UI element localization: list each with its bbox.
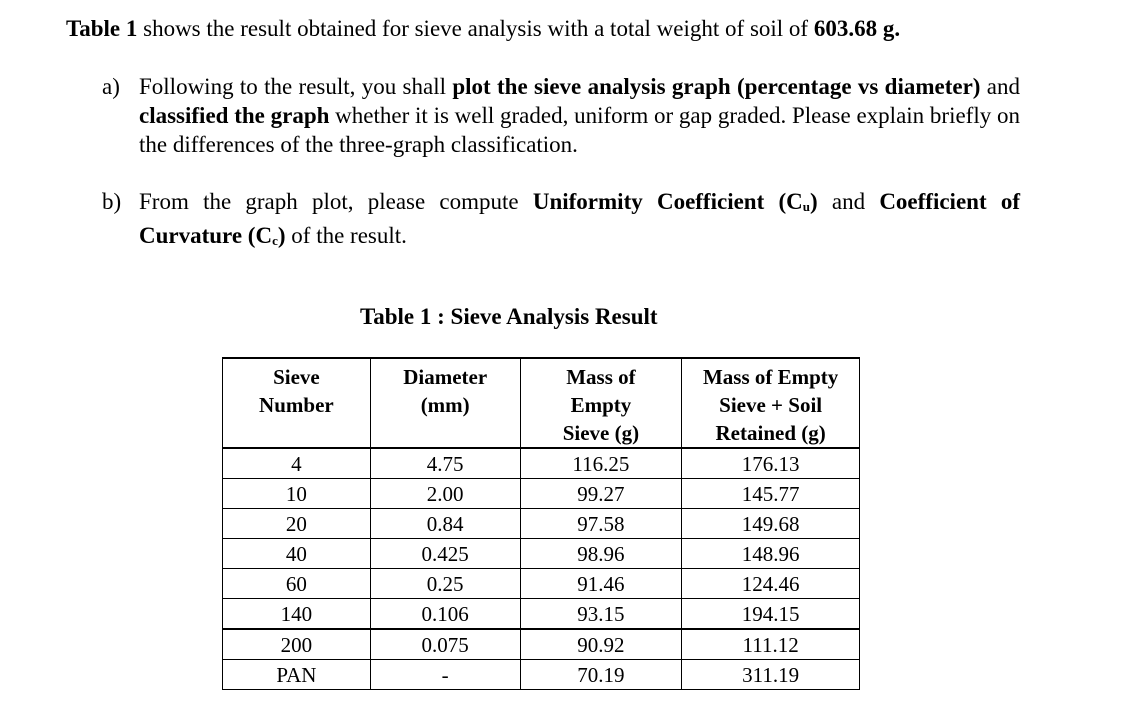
cell-sieve-number: 4: [222, 447, 371, 479]
table-header-row: Sieve Number Diameter (mm) Mass of Empty Sie…: [222, 357, 860, 449]
text-run: whether it is well graded, uniform or ga…: [139, 103, 1020, 157]
table-row: 10 2.00 99.27 145.77: [222, 478, 860, 509]
intro-text: shows the result obtained for sieve anal…: [137, 16, 814, 41]
cell-mass-empty: 98.96: [519, 538, 683, 569]
cell-sieve-number: PAN: [222, 659, 371, 690]
bold-run: ): [809, 189, 818, 214]
question-b-text: From the graph plot, please compute Unif…: [139, 187, 1020, 255]
cell-diameter: 0.84: [369, 508, 521, 539]
cell-diameter: 2.00: [369, 478, 521, 509]
cell-sieve-number: 40: [222, 538, 371, 569]
table-row: 60 0.25 91.46 124.46: [222, 568, 860, 599]
bold-run: Uniformity Coefficient (C: [532, 189, 803, 214]
subscript: c: [272, 233, 278, 248]
cell-mass-total: 124.46: [681, 568, 860, 599]
header-line: Empty: [570, 393, 632, 417]
header-mass-sieve-plus-soil: Mass of Empty Sieve + Soil Retained (g): [681, 357, 860, 449]
header-line: Diameter: [403, 365, 488, 389]
bold-run: Coefficient of Curvature (C: [139, 189, 1020, 248]
cell-mass-total: 149.68: [681, 508, 860, 539]
cell-mass-empty: 97.58: [519, 508, 683, 539]
cell-sieve-number: 140: [222, 598, 371, 630]
header-line: Retained (g): [715, 421, 826, 445]
cell-mass-total: 194.15: [681, 598, 860, 630]
uniformity-coefficient-term: Uniformity Coefficient (Cu): [533, 189, 818, 214]
cell-mass-empty: 70.19: [519, 659, 683, 690]
table-title: Table 1 : Sieve Analysis Result: [360, 304, 658, 329]
cell-diameter: -: [369, 659, 521, 690]
text-run: of the result.: [285, 223, 407, 248]
sieve-analysis-table: Sieve Number Diameter (mm) Mass of Empty Sie…: [222, 357, 860, 690]
text-run: and: [817, 189, 880, 214]
cell-mass-total: 145.77: [681, 478, 860, 509]
header-diameter: Diameter (mm): [369, 357, 521, 449]
question-a-text: Following to the result, you shall plot …: [139, 72, 1020, 159]
header-line: Mass of: [566, 365, 636, 389]
cell-sieve-number: 20: [222, 508, 371, 539]
subscript: u: [802, 199, 810, 214]
cell-mass-total: 176.13: [681, 447, 860, 479]
table-row: 20 0.84 97.58 149.68: [222, 508, 860, 539]
header-mass-empty-sieve: Mass of Empty Sieve (g): [519, 357, 683, 449]
cell-sieve-number: 60: [222, 568, 371, 599]
cell-mass-empty: 99.27: [519, 478, 683, 509]
header-line: Sieve: [273, 365, 320, 389]
bold-run: plot the sieve analysis graph (percentag…: [452, 74, 981, 99]
cell-mass-total: 311.19: [681, 659, 860, 690]
question-a-marker: a): [102, 74, 120, 99]
cell-diameter: 0.106: [369, 598, 521, 630]
curvature-coefficient-term: Coefficient of Curvature (Cc): [139, 189, 1020, 248]
header-sieve-number: Sieve Number: [222, 357, 371, 449]
header-line: Number: [259, 393, 334, 417]
bold-run: ): [277, 223, 286, 248]
intro-table-ref: Table 1: [66, 16, 138, 41]
question-b: b) From the graph plot, please compute U…: [102, 187, 1020, 255]
text-run: and: [980, 74, 1020, 99]
table-row: 140 0.106 93.15 194.15: [222, 598, 860, 630]
table-row: 40 0.425 98.96 148.96: [222, 538, 860, 569]
question-b-marker: b): [102, 189, 122, 214]
cell-mass-empty: 90.92: [519, 628, 683, 660]
cell-diameter: 0.25: [369, 568, 521, 599]
intro-total-weight: 603.68 g.: [813, 16, 901, 41]
table-row: 200 0.075 90.92 111.12: [222, 628, 860, 660]
cell-mass-empty: 91.46: [519, 568, 683, 599]
header-line: (mm): [420, 393, 470, 417]
header-line: Sieve + Soil: [719, 393, 823, 417]
header-line: Mass of Empty: [702, 365, 839, 389]
text-run: Following to the result, you shall: [139, 74, 453, 99]
cell-mass-total: 111.12: [681, 628, 860, 660]
text-run: From the graph plot, please compute: [139, 189, 533, 214]
cell-diameter: 4.75: [369, 447, 521, 479]
cell-mass-empty: 93.15: [519, 598, 683, 630]
intro-paragraph: Table 1 shows the result obtained for si…: [66, 14, 900, 44]
question-a: a) Following to the result, you shall pl…: [102, 72, 1020, 159]
cell-diameter: 0.075: [369, 628, 521, 660]
cell-sieve-number: 200: [222, 628, 371, 660]
table-row: PAN - 70.19 311.19: [222, 659, 860, 690]
table-row: 4 4.75 116.25 176.13: [222, 447, 860, 479]
bold-run: classified the graph: [139, 103, 330, 128]
cell-mass-empty: 116.25: [519, 447, 683, 479]
cell-sieve-number: 10: [222, 478, 371, 509]
header-line: Sieve (g): [562, 421, 640, 445]
cell-mass-total: 148.96: [681, 538, 860, 569]
cell-diameter: 0.425: [369, 538, 521, 569]
